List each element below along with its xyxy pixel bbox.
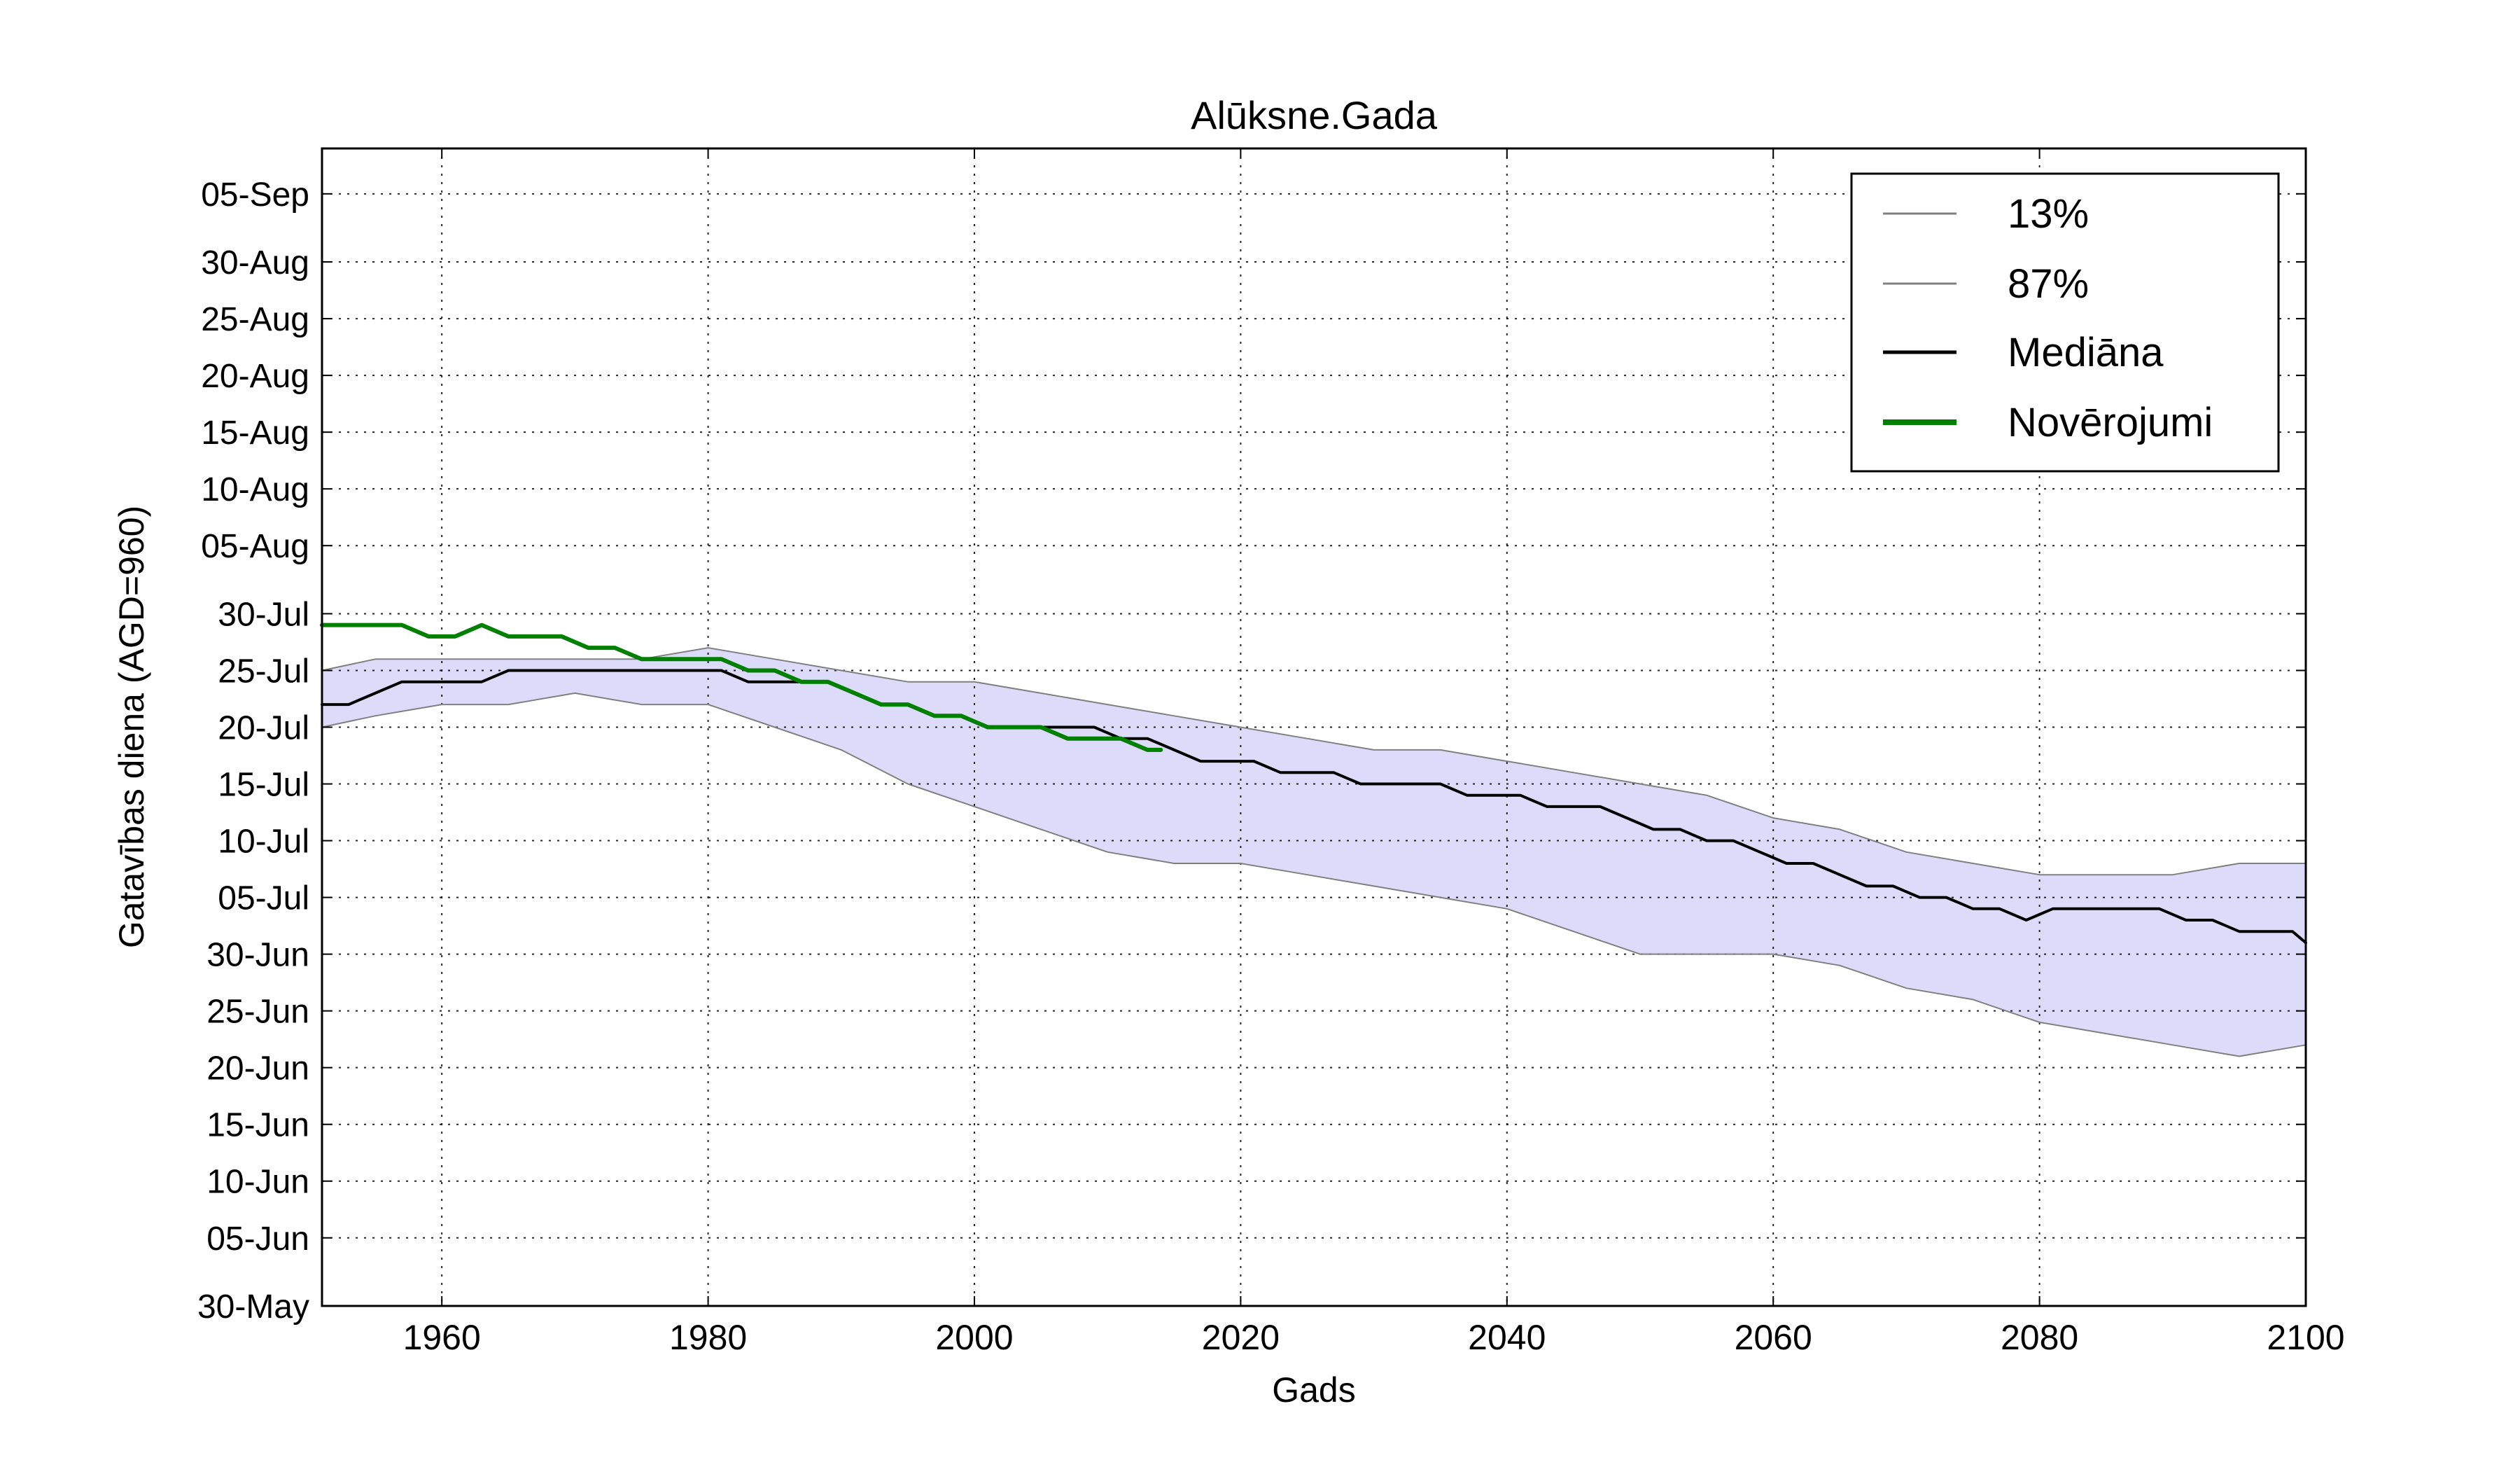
series-line xyxy=(321,692,2306,1057)
x-tick-label: 1980 xyxy=(669,1318,747,1357)
series-line xyxy=(320,623,1163,752)
gridlines xyxy=(322,148,2306,1306)
y-tick-label: 05-Sep xyxy=(201,176,309,214)
legend: 13% 87% Mediāna Novērojumi xyxy=(1850,172,2280,473)
y-axis-label: Gatavības diena (AGD=960) xyxy=(112,506,151,948)
y-tick-label: 25-Jul xyxy=(218,653,309,690)
y-tick-label: 20-Jun xyxy=(206,1050,309,1087)
chart-title: Alūksne.Gada xyxy=(1191,93,1438,137)
y-tick-label: 05-Aug xyxy=(201,528,309,565)
x-axis-label: Gads xyxy=(1272,1370,1356,1410)
series-group xyxy=(320,623,2307,1057)
legend-label: Mediāna xyxy=(2008,330,2164,375)
x-tick-label: 2100 xyxy=(2267,1318,2344,1357)
y-tick-label: 25-Jun xyxy=(206,994,309,1031)
x-tick-label: 1960 xyxy=(403,1318,481,1357)
legend-label: Novērojumi xyxy=(2008,400,2213,445)
y-tick-label: 20-Jul xyxy=(218,710,309,747)
y-tick-label: 15-Jul xyxy=(218,767,309,804)
x-tick-label: 2080 xyxy=(2001,1318,2078,1357)
y-tick-label: 10-Aug xyxy=(201,471,309,508)
series-1 xyxy=(321,692,2306,1057)
legend-label: 87% xyxy=(2008,261,2089,307)
series-line xyxy=(321,669,2307,945)
y-tick-label: 10-Jun xyxy=(206,1164,309,1201)
y-tick-label: 30-May xyxy=(197,1288,309,1326)
x-axis: 1960 1980 2000 2020 2040 2060 2080 2100 xyxy=(403,148,2345,1357)
y-tick-label: 15-Jun xyxy=(206,1107,309,1144)
x-tick-label: 2060 xyxy=(1735,1318,1812,1357)
series-4 xyxy=(320,623,1163,752)
y-axis: 30-May 05-Jun 10-Jun 15-Jun 20-Jun 25-Jun 30-J… xyxy=(197,176,2306,1326)
x-tick-label: 2040 xyxy=(1468,1318,1546,1357)
y-tick-label: 20-Aug xyxy=(201,358,309,395)
x-tick-label: 2020 xyxy=(1202,1318,1280,1357)
y-tick-label: 15-Aug xyxy=(201,415,309,452)
y-tick-label: 30-Jun xyxy=(206,937,309,974)
legend-label: 13% xyxy=(2008,191,2089,237)
y-tick-label: 10-Jul xyxy=(218,823,309,861)
y-tick-label: 30-Aug xyxy=(201,244,309,281)
y-tick-label: 25-Aug xyxy=(201,301,309,338)
x-tick-label: 2000 xyxy=(935,1318,1013,1357)
y-tick-label: 30-Jul xyxy=(218,596,309,633)
series-3 xyxy=(321,669,2307,945)
y-tick-label: 05-Jun xyxy=(206,1221,309,1258)
y-tick-label: 05-Jul xyxy=(218,880,309,917)
